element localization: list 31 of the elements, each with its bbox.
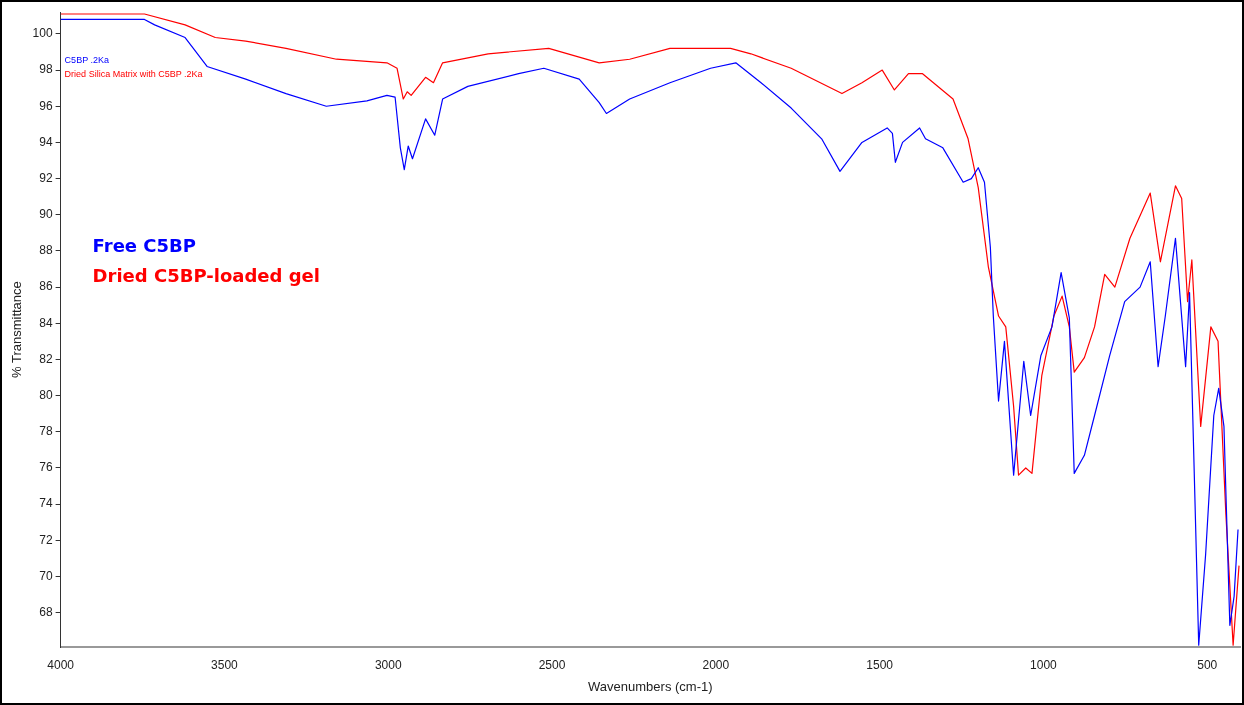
x-tick-label: 2000 [702, 657, 730, 672]
y-tick-label: 98 [39, 62, 53, 77]
text: Free C5BP [92, 234, 196, 256]
y-tick-label: 72 [39, 532, 53, 547]
y-tick-label: 78 [39, 424, 53, 439]
x-tick-label: 3000 [374, 657, 402, 672]
x-tick-label: 500 [1197, 657, 1218, 672]
text: Dried C5BP-loaded gel [92, 264, 320, 286]
y-tick-label: 76 [39, 460, 53, 475]
y-tick-label: 94 [39, 134, 53, 149]
x-tick-label: 3500 [211, 657, 239, 672]
y-tick-label: 92 [39, 170, 53, 185]
y-tick-label: 100 [32, 26, 53, 41]
x-tick-label: 1000 [1030, 657, 1058, 672]
x-tick-label: 2500 [538, 657, 566, 672]
y-tick-label: 68 [39, 604, 53, 619]
y-tick-label: 86 [39, 279, 53, 294]
y-tick-label: 90 [39, 207, 53, 222]
x-tick-label: 4000 [47, 657, 75, 672]
x-axis-title: Wavenumbers (cm-1) [588, 678, 713, 694]
y-tick-label: 82 [39, 351, 53, 366]
y-tick-label: 80 [39, 387, 53, 402]
y-tick-label: 96 [39, 98, 53, 113]
x-tick-label: 1500 [866, 657, 894, 672]
y-tick-label: 70 [39, 568, 53, 583]
y-tick-label: 84 [39, 315, 53, 330]
y-axis-title: % Transmittance [9, 281, 25, 379]
y-tick-label: 74 [39, 496, 53, 511]
annotation: Dried Silica Matrix with C5BP .2Ka [64, 69, 203, 80]
annotation: C5BP .2Ka [64, 55, 109, 66]
y-tick-label: 88 [39, 243, 53, 258]
